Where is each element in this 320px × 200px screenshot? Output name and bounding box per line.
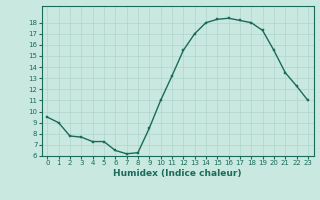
X-axis label: Humidex (Indice chaleur): Humidex (Indice chaleur) bbox=[113, 169, 242, 178]
